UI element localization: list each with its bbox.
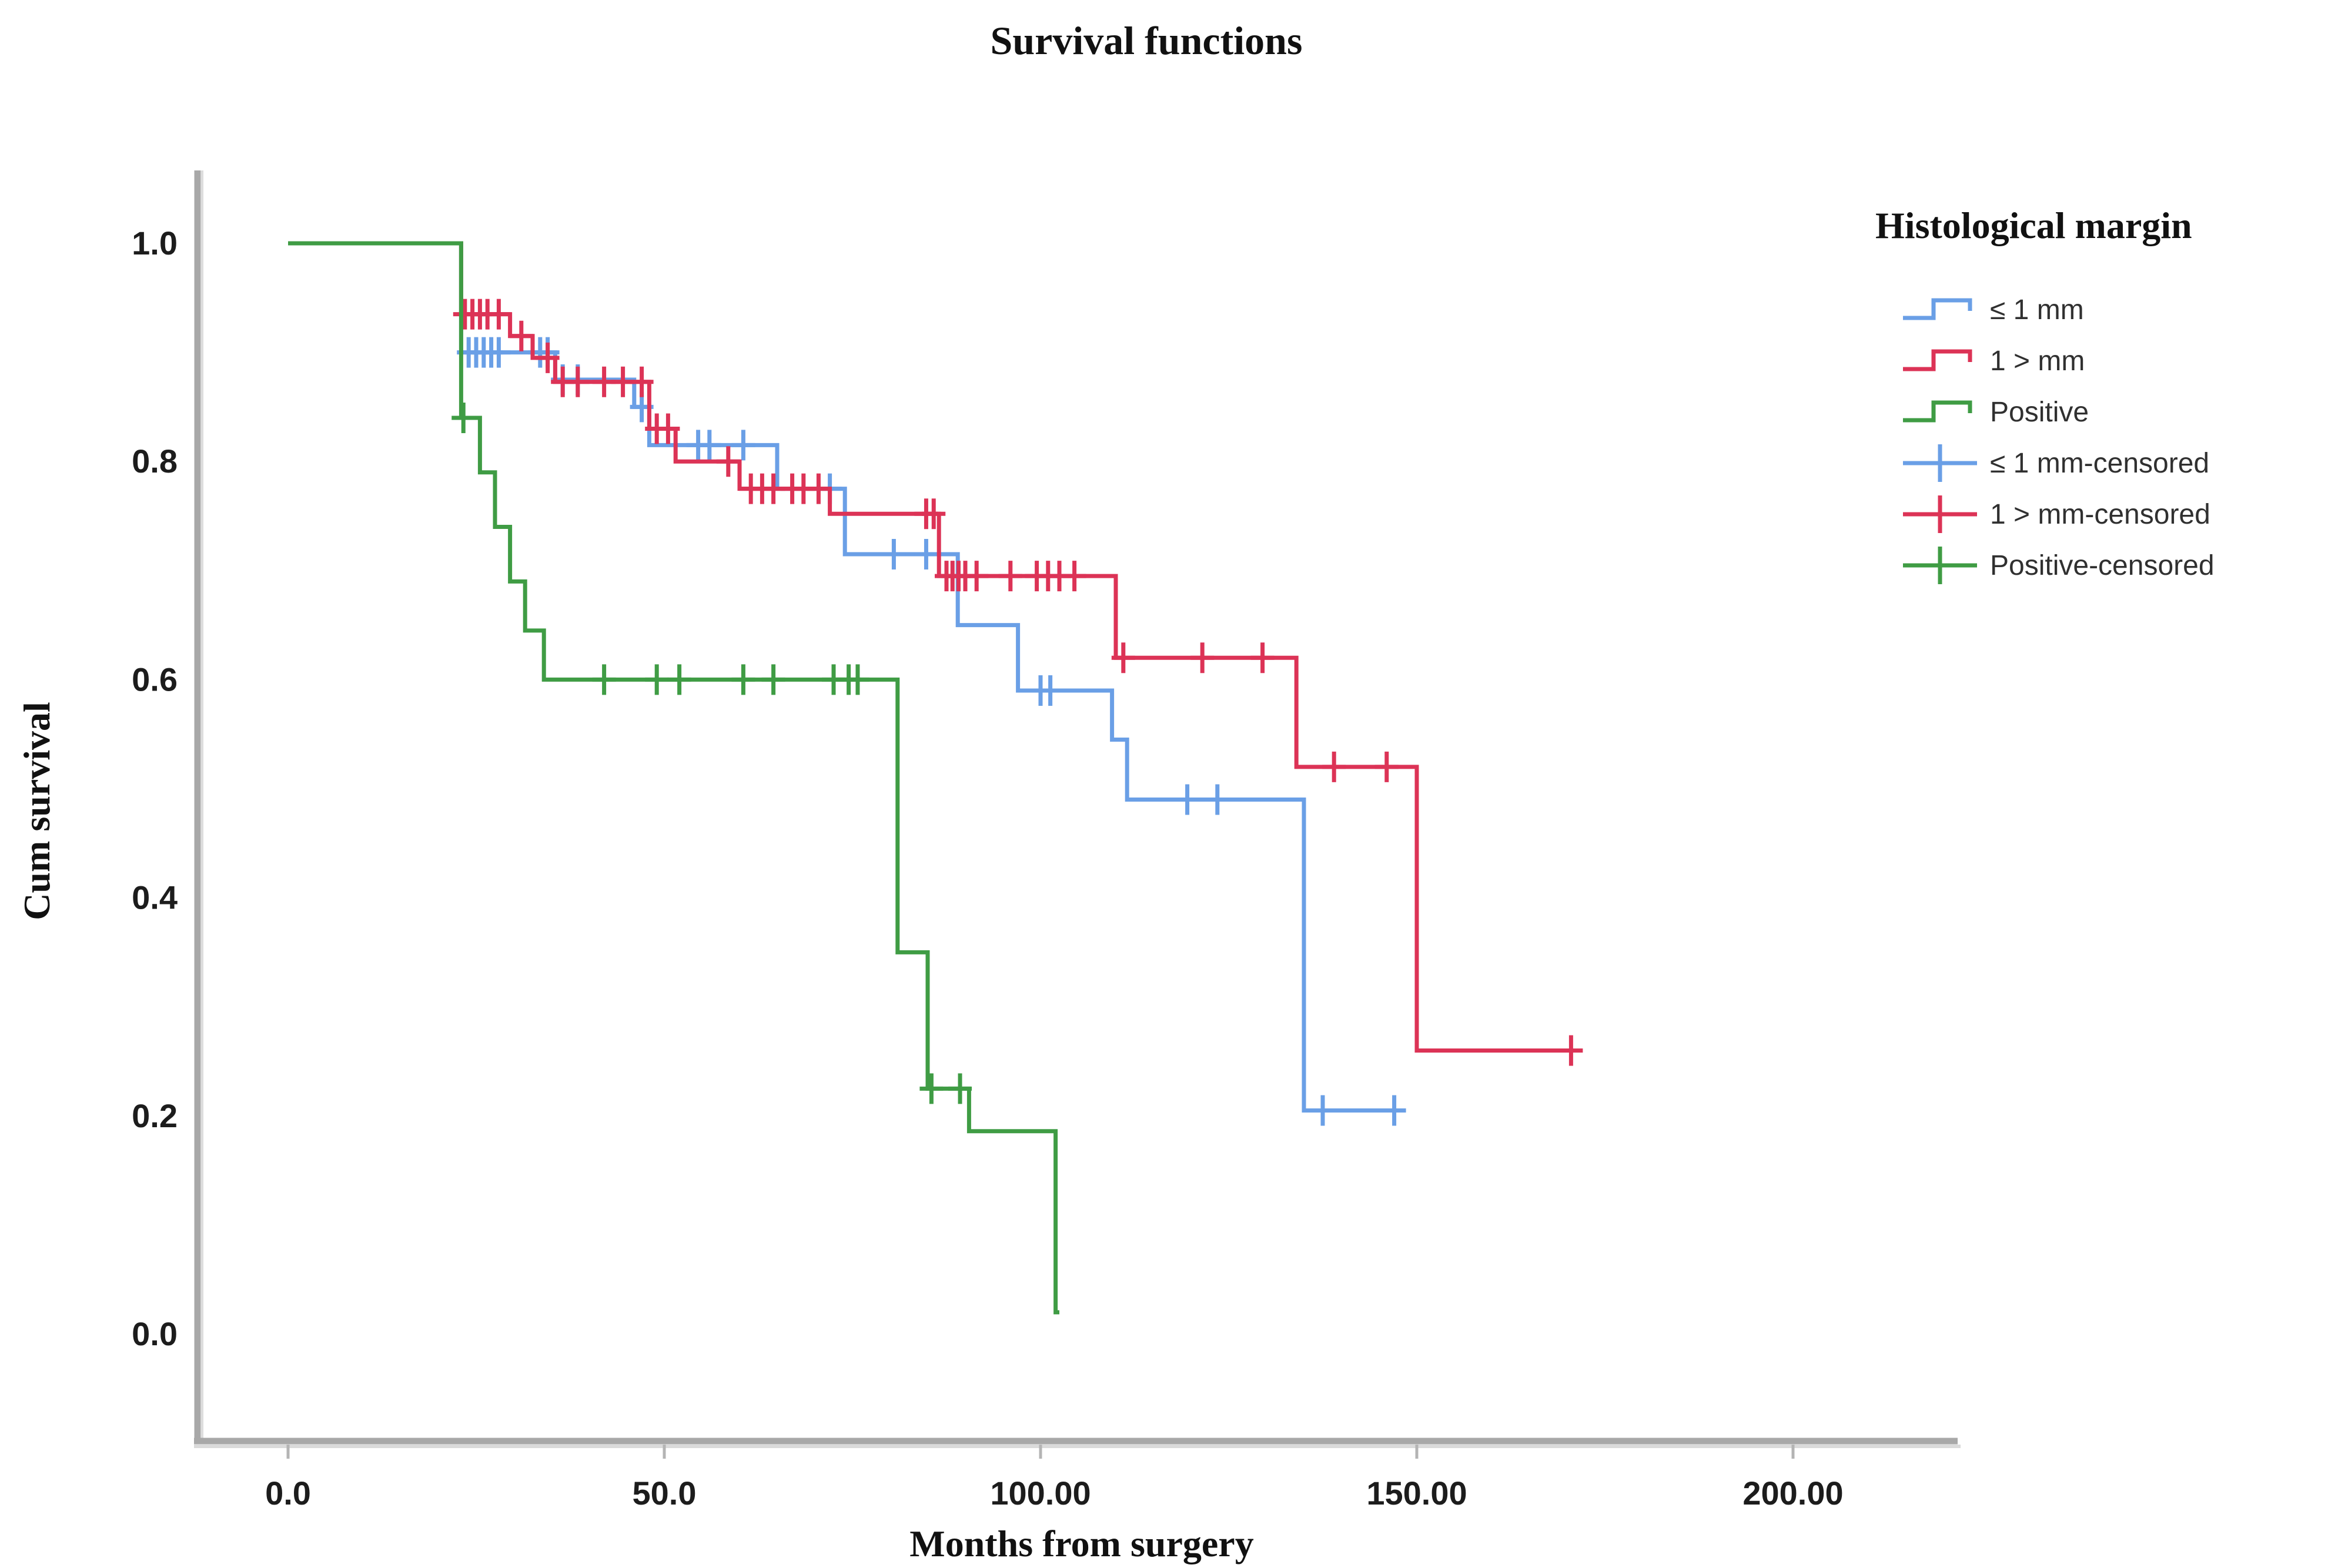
x-tick-label: 100.00 [990,1475,1091,1512]
y-tick-label: 0.6 [132,661,178,698]
y-tick-label: 1.0 [132,225,178,262]
survival-step-curve [288,241,1059,1315]
legend-entry-label: ≤ 1 mm [1990,294,2084,326]
y-tick-labels: 1.0 0.8 0.6 0.4 0.2 0.0 [132,225,178,1352]
legend-entry: 1 > mm-censored [1903,495,2210,533]
survival-curves [288,241,1583,1315]
legend-entry-label: 1 > mm-censored [1990,499,2210,530]
legend-title: Histological margin [1875,205,2192,246]
y-axis-title: Cum survival [16,702,58,920]
series-gt-1mm [288,241,1583,1066]
legend-entry-label: Positive [1990,397,2089,428]
step-line-icon [1903,400,1972,423]
survival-step-curve [288,241,1579,1053]
y-tick-label: 0.8 [132,443,178,480]
censor-marks [451,402,972,1104]
x-tick-labels: 0.0 50.0 100.00 150.00 200.00 [265,1445,1844,1512]
x-axis-title: Months from surgery [909,1523,1253,1564]
y-tick-label: 0.2 [132,1097,178,1134]
x-tick-label: 200.00 [1742,1475,1843,1512]
censor-marks [457,337,1406,1126]
y-tick-label: 0.4 [132,879,178,916]
legend-entries: ≤ 1 mm 1 > mm Positive ≤ 1 mm-censored 1 > m… [1903,294,2215,584]
y-tick-label: 0.0 [132,1315,178,1352]
legend-entry: 1 > mm [1903,346,2085,377]
step-line-icon [1903,298,1972,320]
step-line-icon [1903,349,1972,371]
survival-step-curve [288,241,1402,1113]
legend-entry: Positive [1903,397,2089,428]
legend-entry: ≤ 1 mm [1903,294,2084,326]
legend-entry-label: 1 > mm [1990,346,2085,377]
chart-title: Survival functions [991,18,1303,63]
censor-marks [453,299,1583,1066]
legend: Histological margin ≤ 1 mm 1 > mm Positive… [1875,205,2215,584]
legend-entry-label: ≤ 1 mm-censored [1990,448,2209,479]
legend-entry-label: Positive-censored [1990,550,2215,581]
legend-entry: Positive-censored [1903,547,2215,584]
x-tick-label: 0.0 [265,1475,311,1512]
series-positive [288,241,1059,1315]
legend-entry: ≤ 1 mm-censored [1903,444,2209,482]
x-tick-label: 50.0 [633,1475,697,1512]
x-tick-label: 150.00 [1366,1475,1467,1512]
axis-frame [194,170,1961,1448]
